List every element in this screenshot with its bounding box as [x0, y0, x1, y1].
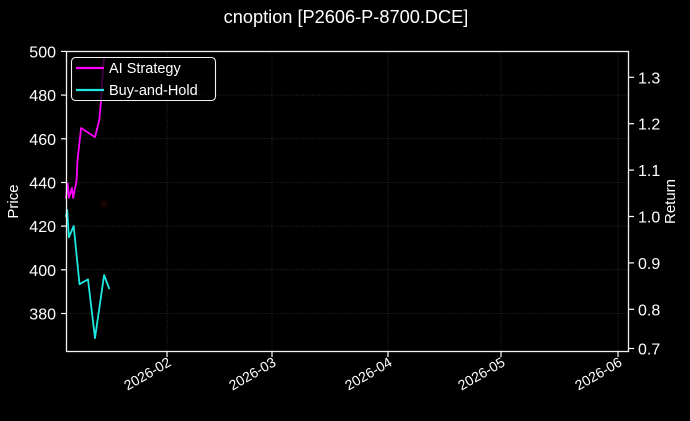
svg-text:Buy-and-Hold: Buy-and-Hold: [109, 83, 198, 99]
svg-text:Return: Return: [662, 179, 679, 224]
svg-text:400: 400: [29, 263, 56, 280]
svg-text:500: 500: [29, 44, 56, 61]
svg-text:cnoption [P2606-P-8700.DCE]: cnoption [P2606-P-8700.DCE]: [224, 7, 469, 27]
svg-text:1.0: 1.0: [638, 210, 660, 227]
svg-text:AI Strategy: AI Strategy: [109, 61, 181, 77]
svg-text:0.9: 0.9: [638, 256, 660, 273]
svg-text:1.1: 1.1: [638, 163, 660, 180]
svg-text:380: 380: [29, 307, 56, 324]
svg-text:1.2: 1.2: [638, 117, 660, 134]
svg-text:420: 420: [29, 219, 56, 236]
svg-text:1.3: 1.3: [638, 70, 660, 87]
svg-text:0.7: 0.7: [638, 342, 660, 359]
svg-text:Price: Price: [5, 184, 22, 218]
svg-text:440: 440: [29, 176, 56, 193]
svg-text:460: 460: [29, 132, 56, 149]
svg-text:480: 480: [29, 88, 56, 105]
svg-text:0.8: 0.8: [638, 302, 660, 319]
